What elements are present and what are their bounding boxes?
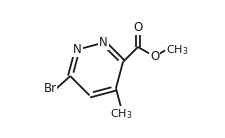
Text: Br: Br [43, 82, 56, 95]
Text: N: N [73, 43, 81, 56]
Text: CH$_3$: CH$_3$ [109, 107, 132, 121]
Text: N: N [99, 36, 108, 49]
Text: O: O [149, 50, 158, 63]
Text: CH$_3$: CH$_3$ [166, 43, 188, 57]
Text: O: O [133, 21, 142, 34]
